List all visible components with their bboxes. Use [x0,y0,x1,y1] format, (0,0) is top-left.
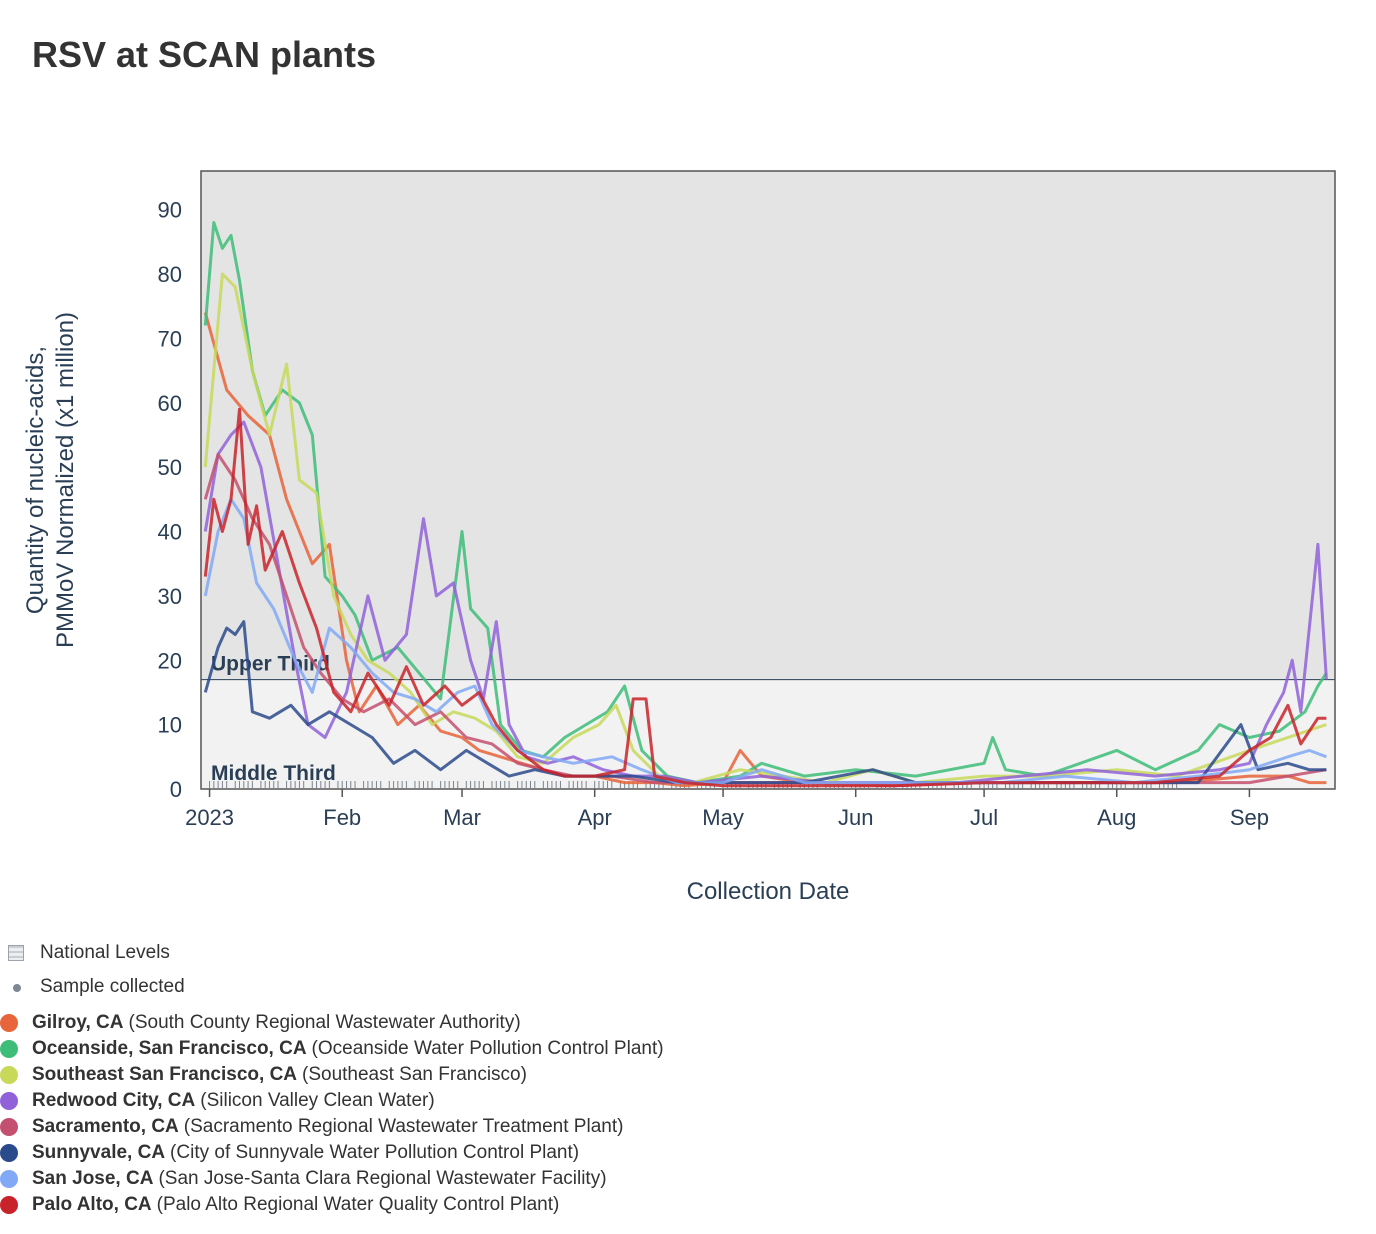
legend-facility-name: (Oceanside Water Pollution Control Plant… [311,1038,664,1059]
y-tick-label: 90 [158,198,182,223]
x-tick-label: Feb [323,805,361,830]
legend-facility-name: (San Jose-Santa Clara Regional Wastewate… [158,1168,607,1189]
legend-color-dot-icon [0,1066,18,1084]
chart-legend: National Levels Sample collected Gilroy, … [0,936,760,1218]
y-tick-label: 0 [170,777,182,802]
legend-facility-name: (Silicon Valley Clean Water) [200,1090,435,1111]
legend-facility-name: (City of Sunnyvale Water Pollution Contr… [170,1142,580,1163]
legend-color-dot-icon [0,1040,18,1058]
legend-facility-name: (Southeast San Francisco) [302,1064,527,1085]
x-tick-label: Mar [443,805,481,830]
legend-color-dot-icon [0,1014,18,1032]
legend-color-dot-icon [0,1118,18,1136]
band-label-middle: Middle Third [211,762,336,785]
x-tick-label: Jul [970,805,998,830]
x-tick-label: Aug [1097,805,1136,830]
legend-series-name: Palo Alto, CA [32,1194,152,1215]
band-label-upper: Upper Third [211,653,330,676]
series-line-7 [203,407,1327,788]
band-upper [201,171,1335,680]
y-axis-title-line: Quantity of nucleic-acids, [22,346,49,614]
x-tick-label: Jun [838,805,873,830]
y-tick-label: 70 [158,326,182,351]
legend-color-dot-icon [0,1092,18,1110]
legend-series-name: Southeast San Francisco, CA [32,1064,298,1085]
y-axis-title-line: PMMoV Normalized (x1 million) [52,312,79,648]
legend-series-name: Sacramento, CA [32,1116,179,1137]
legend-meta-label: Sample collected [40,976,185,997]
x-tick-label: Apr [578,805,612,830]
legend-facility-name: (Sacramento Regional Wastewater Treatmen… [183,1116,624,1137]
y-tick-label: 10 [158,713,182,738]
legend-item[interactable]: Oceanside, San Francisco, CA (Oceanside W… [0,1036,760,1062]
legend-series-name: Sunnyvale, CA [32,1142,166,1163]
chart-title: RSV at SCAN plants [32,34,377,75]
legend-item[interactable]: Gilroy, CA (South County Regional Wastewa… [0,1010,760,1036]
legend-color-dot-icon [0,1170,18,1188]
striped-box-icon [8,945,24,961]
legend-item[interactable]: Sacramento, CA (Sacramento Regional Waste… [0,1114,760,1140]
x-axis-title: Collection Date [687,878,850,905]
legend-national-levels[interactable]: National Levels [8,936,760,970]
legend-item[interactable]: Palo Alto, CA (Palo Alto Regional Water Q… [0,1192,760,1218]
legend-color-dot-icon [0,1144,18,1162]
x-tick-label: May [702,805,744,830]
legend-item[interactable]: San Jose, CA (San Jose-Santa Clara Region… [0,1166,760,1192]
legend-series-name: Redwood City, CA [32,1090,196,1111]
y-tick-label: 60 [158,391,182,416]
y-tick-label: 30 [158,584,182,609]
x-tick-label: 2023 [185,805,234,830]
plot-area-frame [200,170,1336,790]
series-line-1 [203,221,1328,785]
y-tick-label: 20 [158,648,182,673]
legend-sample-collected[interactable]: Sample collected [8,970,760,1004]
chart-plot: Upper Third Middle Third 0 10 20 30 40 50 60 70 8… [22,170,1336,905]
legend-meta-label: National Levels [40,942,170,963]
y-tick-label: 40 [158,520,182,545]
legend-item[interactable]: Sunnyvale, CA (City of Sunnyvale Water Po… [0,1140,760,1166]
legend-series-name: San Jose, CA [32,1168,154,1189]
legend-item[interactable]: Southeast San Francisco, CA (Southeast Sa… [0,1062,760,1088]
legend-series-name: Oceanside, San Francisco, CA [32,1038,307,1059]
legend-facility-name: (South County Regional Wastewater Author… [128,1012,521,1033]
legend-item[interactable]: Redwood City, CA (Silicon Valley Clean Wa… [0,1088,760,1114]
x-tick-label: Sep [1230,805,1269,830]
legend-color-dot-icon [0,1196,18,1214]
legend-facility-name: (Palo Alto Regional Water Quality Contro… [156,1194,560,1215]
gray-dot-icon [8,979,24,995]
y-tick-label: 80 [158,262,182,287]
legend-series-name: Gilroy, CA [32,1012,124,1033]
series-line-6 [203,497,1327,785]
y-axis-title: Quantity of nucleic-acids, PMMoV Normaliz… [22,312,79,648]
y-tick-label: 50 [158,455,182,480]
